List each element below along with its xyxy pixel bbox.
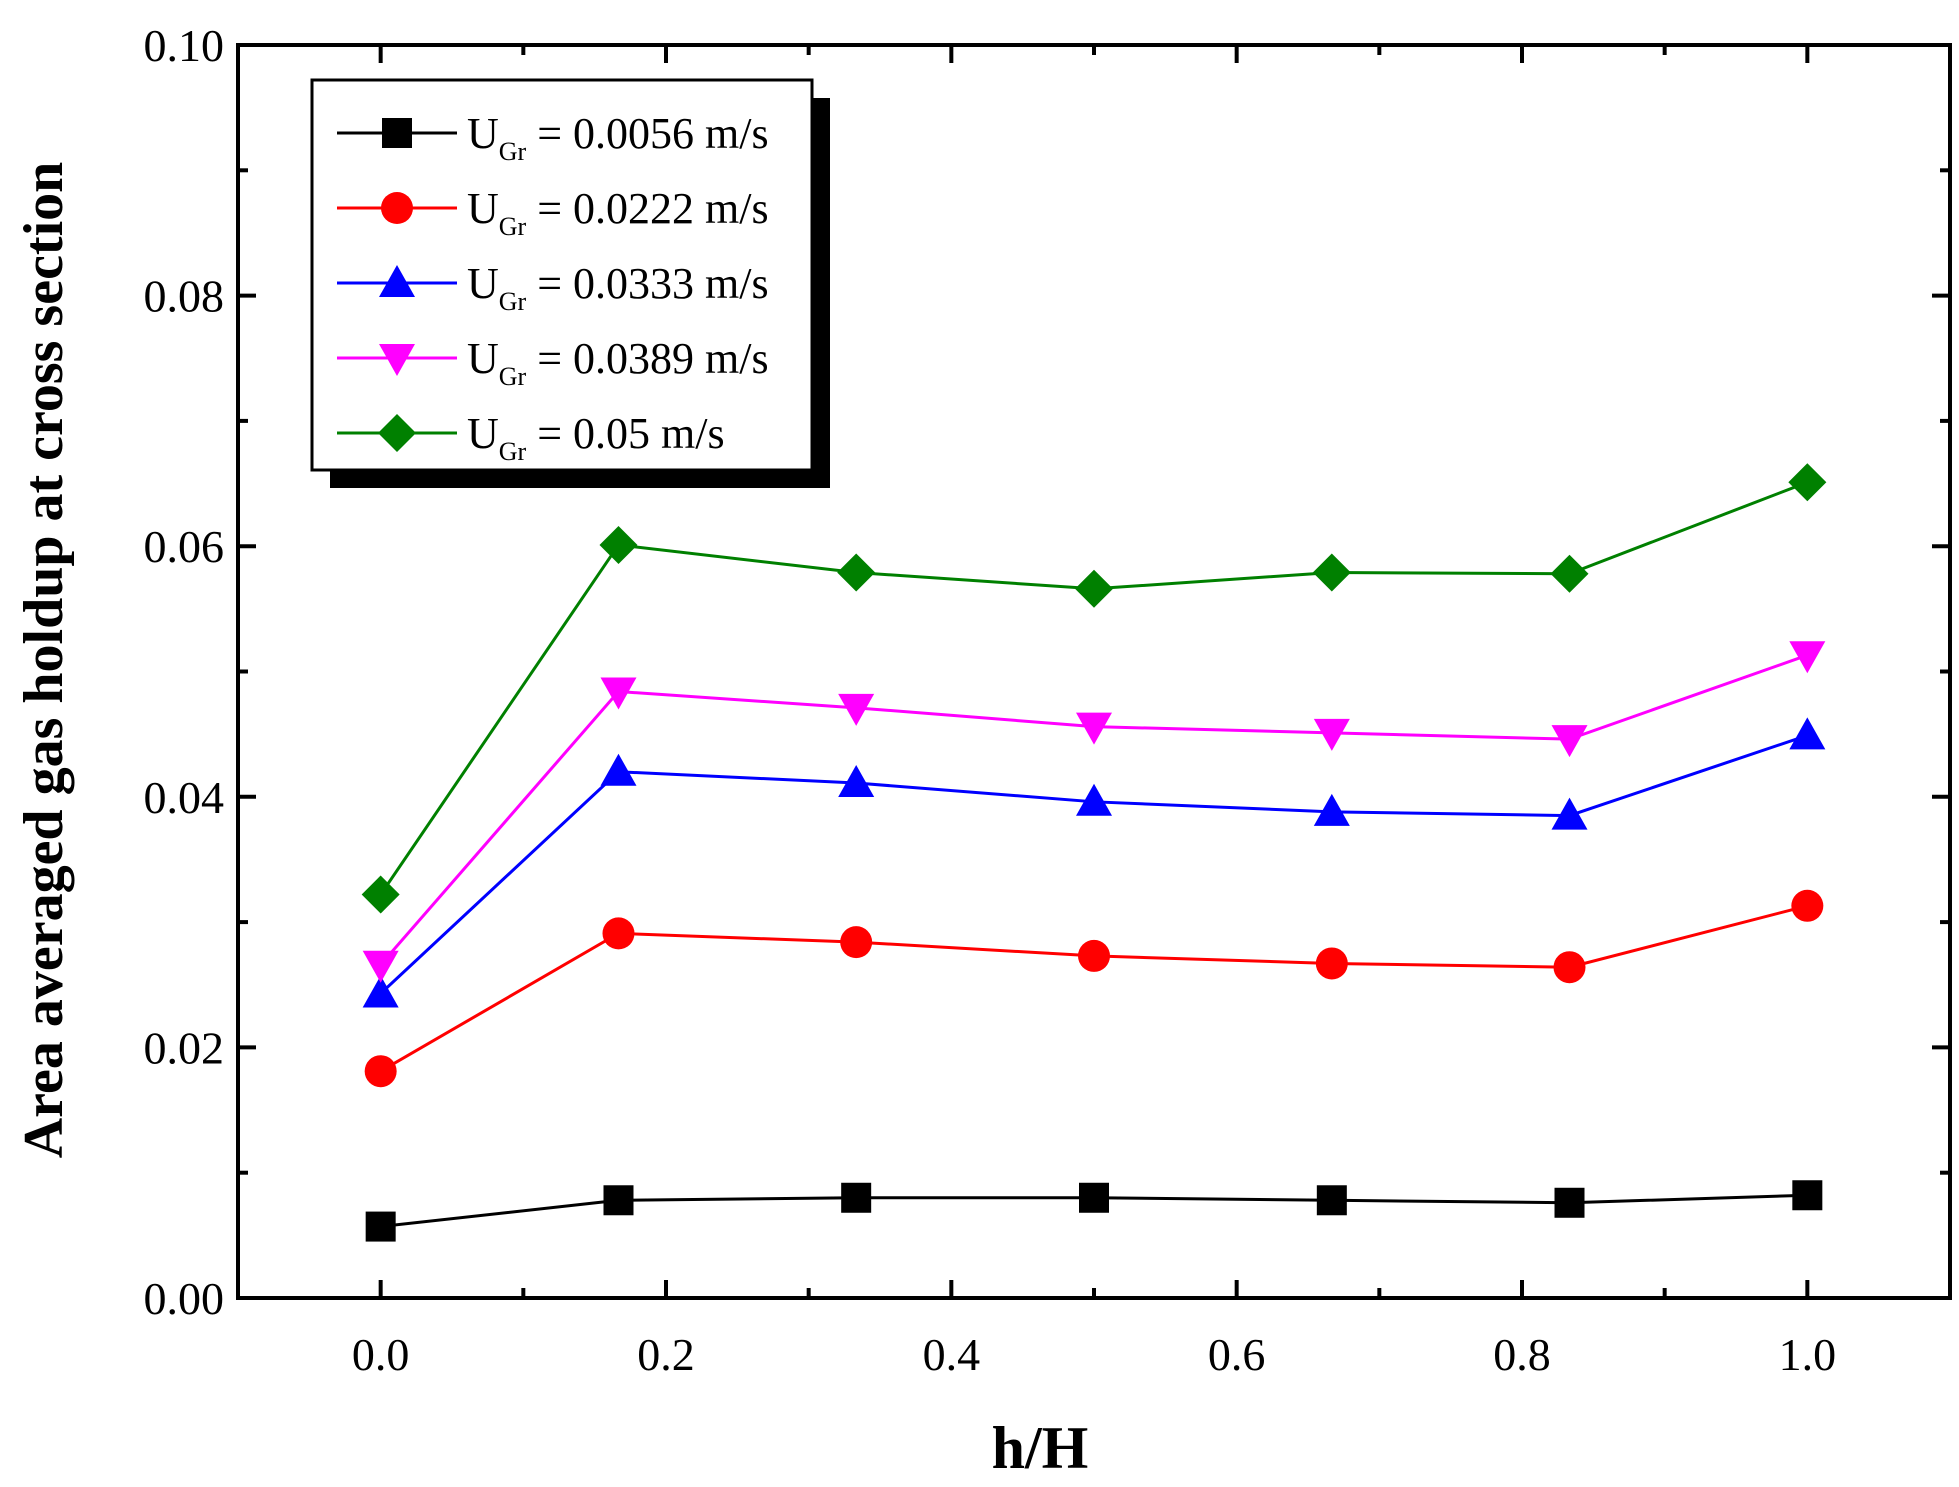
x-tick-label: 0.4 xyxy=(923,1329,981,1380)
data-point xyxy=(364,1055,397,1088)
data-point xyxy=(1079,1182,1109,1213)
legend-marker xyxy=(382,118,412,148)
data-point xyxy=(840,926,873,959)
legend-item: UGr = 0.0333 m/s xyxy=(337,259,769,316)
x-tick-label: 1.0 xyxy=(1779,1329,1837,1380)
legend-item: UGr = 0.0389 m/s xyxy=(337,334,769,391)
data-point xyxy=(602,917,635,950)
legend-marker xyxy=(379,344,415,376)
data-point xyxy=(1551,797,1588,830)
legend-label: UGr = 0.0056 m/s xyxy=(467,109,769,166)
data-point xyxy=(838,765,875,798)
y-tick-label: 0.06 xyxy=(144,521,225,572)
x-tick-label: 0.8 xyxy=(1493,1329,1551,1380)
legend-marker xyxy=(379,265,415,297)
series-circle xyxy=(364,889,1824,1088)
axes: 0.0 0.2 0.4 0.6 0.8 1.0 0.00 0.02 0.04 0.06 0.08 0.… xyxy=(144,20,1952,1380)
series-line xyxy=(379,904,1808,1073)
data-point xyxy=(600,677,637,710)
legend: UGr = 0.0056 m/s UGr = 0.0222 m/s UGr = 0.… xyxy=(310,78,830,488)
series-diamond xyxy=(361,463,1827,914)
data-point xyxy=(1075,569,1113,608)
y-tick-label: 0.10 xyxy=(144,20,225,71)
data-point xyxy=(1313,718,1350,751)
data-point xyxy=(365,1211,396,1242)
data-point xyxy=(1551,725,1588,758)
x-axis-title: h/H xyxy=(992,1415,1089,1481)
data-point xyxy=(1789,641,1826,674)
data-point xyxy=(838,693,875,726)
data-point xyxy=(599,525,638,564)
x-tick-label: 0.2 xyxy=(637,1329,695,1380)
data-point xyxy=(603,1185,634,1216)
data-point xyxy=(1792,1180,1823,1211)
y-tick-label: 0.02 xyxy=(144,1022,225,1073)
legend-item: UGr = 0.0056 m/s xyxy=(337,109,769,166)
data-point xyxy=(1312,553,1351,592)
series-square xyxy=(365,1180,1823,1242)
data-point xyxy=(1791,889,1824,922)
data-point xyxy=(1553,951,1586,984)
y-tick-label: 0.08 xyxy=(144,271,225,322)
data-point xyxy=(837,553,876,592)
data-point xyxy=(841,1182,872,1213)
data-point xyxy=(1076,783,1112,816)
data-point xyxy=(1316,1185,1347,1216)
legend-marker xyxy=(378,414,416,452)
series-layer xyxy=(361,463,1827,1242)
legend-label: UGr = 0.0389 m/s xyxy=(467,334,769,391)
data-point xyxy=(1076,712,1112,745)
series-triangle-down xyxy=(362,641,1826,983)
y-tick-label: 0.00 xyxy=(144,1273,225,1324)
data-point xyxy=(362,950,399,983)
y-tick-label: 0.04 xyxy=(144,772,225,823)
data-point xyxy=(1078,939,1110,972)
data-point xyxy=(362,975,399,1008)
series-triangle-up xyxy=(362,717,1826,1008)
x-tick-label: 0.0 xyxy=(352,1329,410,1380)
legend-label: UGr = 0.0333 m/s xyxy=(467,259,769,316)
y-axis-title: Area averaged gas holdup at cross sectio… xyxy=(13,162,75,1159)
legend-label: UGr = 0.0222 m/s xyxy=(467,184,769,241)
data-point xyxy=(1554,1187,1585,1218)
data-point xyxy=(1315,947,1348,980)
data-point xyxy=(600,753,637,786)
data-point xyxy=(1789,717,1826,750)
data-point xyxy=(1788,463,1827,502)
legend-marker xyxy=(381,192,413,224)
x-tick-label: 0.6 xyxy=(1208,1329,1266,1380)
series-line xyxy=(379,480,1808,896)
legend-item: UGr = 0.0222 m/s xyxy=(337,184,769,241)
data-point xyxy=(1550,554,1589,593)
legend-label: UGr = 0.05 m/s xyxy=(467,409,725,466)
legend-item: UGr = 0.05 m/s xyxy=(337,409,725,466)
data-point xyxy=(1313,793,1350,826)
data-point xyxy=(361,875,400,914)
